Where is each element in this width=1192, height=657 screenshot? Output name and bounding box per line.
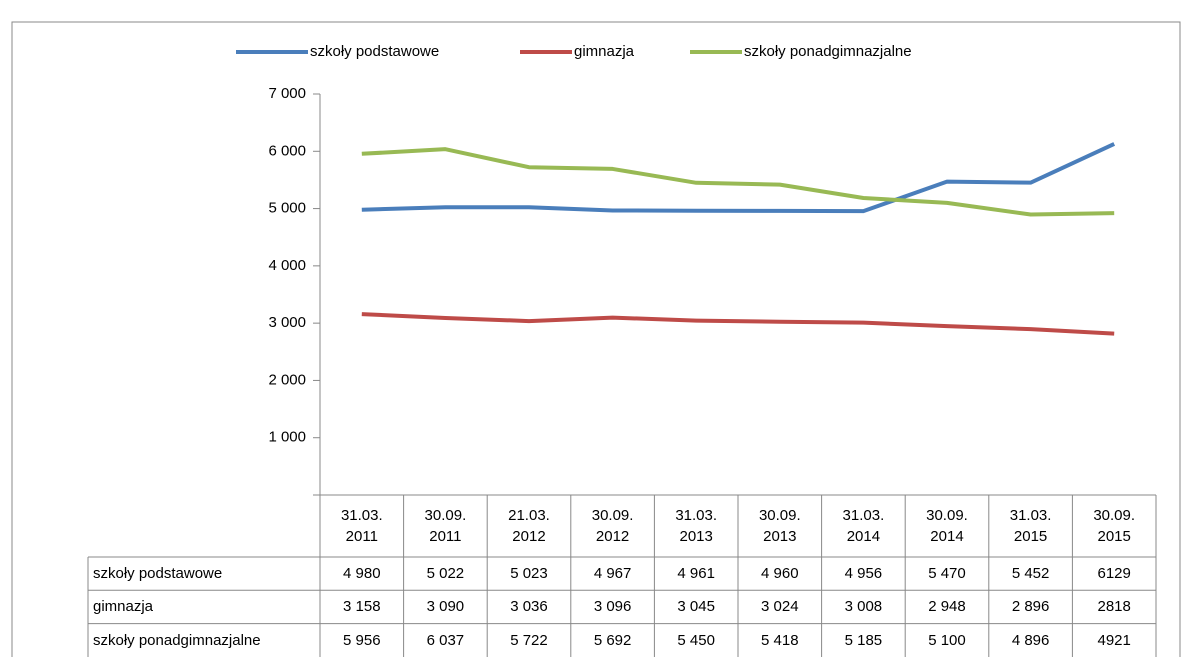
table-value: 5 956 (343, 631, 381, 649)
table-value: 5 722 (510, 631, 548, 649)
x-tick-label: 31.03. 2011 (340, 507, 383, 545)
series-line (361, 147, 1115, 217)
y-tick-label: 5 000 (268, 200, 306, 217)
table-value: 4 896 (1011, 631, 1050, 649)
chart-border (11, 21, 1181, 657)
table-value: 4921 (1097, 631, 1131, 649)
table-value: 5 100 (928, 631, 966, 649)
table-value: 5 418 (761, 631, 799, 649)
x-tick-label: 31.03. 2014 (822, 495, 906, 557)
x-tick-label: 30.09. 2011 (424, 507, 467, 545)
y-tick-label: 4 000 (268, 257, 306, 274)
table-value: 5 450 (677, 631, 715, 649)
legend-label: szkoły ponadgimnazjalne (744, 43, 912, 60)
table-value: 2 896 (1011, 598, 1050, 616)
table-value: 5 022 (426, 565, 465, 583)
table-value: 6129 (1097, 565, 1131, 583)
table-value: 3 158 (343, 598, 381, 616)
y-tick-label: 3 000 (268, 314, 306, 331)
table-value: 4 960 (761, 565, 799, 583)
series-line (361, 312, 1115, 336)
x-tick-label: 30.09. 2013 (758, 507, 801, 545)
table-value: 4 961 (677, 565, 715, 583)
legend-label: szkoły podstawowe (310, 43, 439, 60)
table-value: 5 470 (928, 565, 966, 583)
x-tick-label: 30.09. 2015 (1072, 495, 1156, 557)
y-tick-label: 2 000 (268, 371, 306, 388)
x-tick-label: 30.09. 2011 (404, 495, 488, 557)
y-tick-label: 1 000 (268, 429, 306, 446)
x-tick-label: 31.03. 2015 (989, 495, 1073, 557)
x-tick-label: 30.09. 2012 (591, 507, 634, 545)
x-tick-label: 30.09. 2012 (571, 495, 655, 557)
x-tick-label: 30.09. 2014 (905, 495, 989, 557)
table-value: 4 967 (593, 565, 632, 583)
table-value: 3 008 (844, 598, 883, 616)
table-value: 2 948 (928, 598, 966, 616)
table-value: 2818 (1097, 598, 1131, 616)
x-tick-label: 31.03. 2011 (320, 495, 404, 557)
table-value: 4 980 (343, 565, 381, 583)
series-line (361, 142, 1116, 214)
table-value: 5 692 (593, 631, 632, 649)
x-tick-label: 31.03. 2015 (1009, 507, 1052, 545)
legend-label: gimnazja (574, 43, 635, 60)
x-tick-label: 21.03. 2012 (508, 507, 550, 545)
y-tick-label: 7 000 (268, 85, 306, 102)
x-tick-label: 31.03. 2013 (654, 495, 738, 557)
x-tick-label: 21.03. 2012 (487, 495, 571, 557)
table-value: 3 090 (426, 598, 465, 616)
x-tick-label: 30.09. 2015 (1093, 507, 1136, 545)
row-label: gimnazja (93, 598, 154, 616)
table-value: 3 096 (593, 598, 632, 616)
table-value: 3 024 (761, 598, 799, 616)
row-label: szkoły ponadgimnazjalne (93, 631, 261, 649)
x-tick-label: 31.03. 2013 (675, 507, 718, 545)
table-value: 3 045 (677, 598, 715, 616)
table-value: 6 037 (426, 631, 465, 649)
table-value: 3 036 (510, 598, 548, 616)
y-tick-label: 6 000 (268, 142, 306, 159)
table-value: 5 185 (844, 631, 883, 649)
row-label: szkoły podstawowe (93, 565, 223, 583)
table-value: 5 023 (510, 565, 548, 583)
x-tick-label: 31.03. 2014 (842, 507, 885, 545)
x-tick-label: 30.09. 2013 (738, 495, 822, 557)
table-value: 4 956 (844, 565, 883, 583)
x-tick-label: 30.09. 2014 (926, 507, 968, 545)
table-value: 5 452 (1011, 565, 1050, 583)
